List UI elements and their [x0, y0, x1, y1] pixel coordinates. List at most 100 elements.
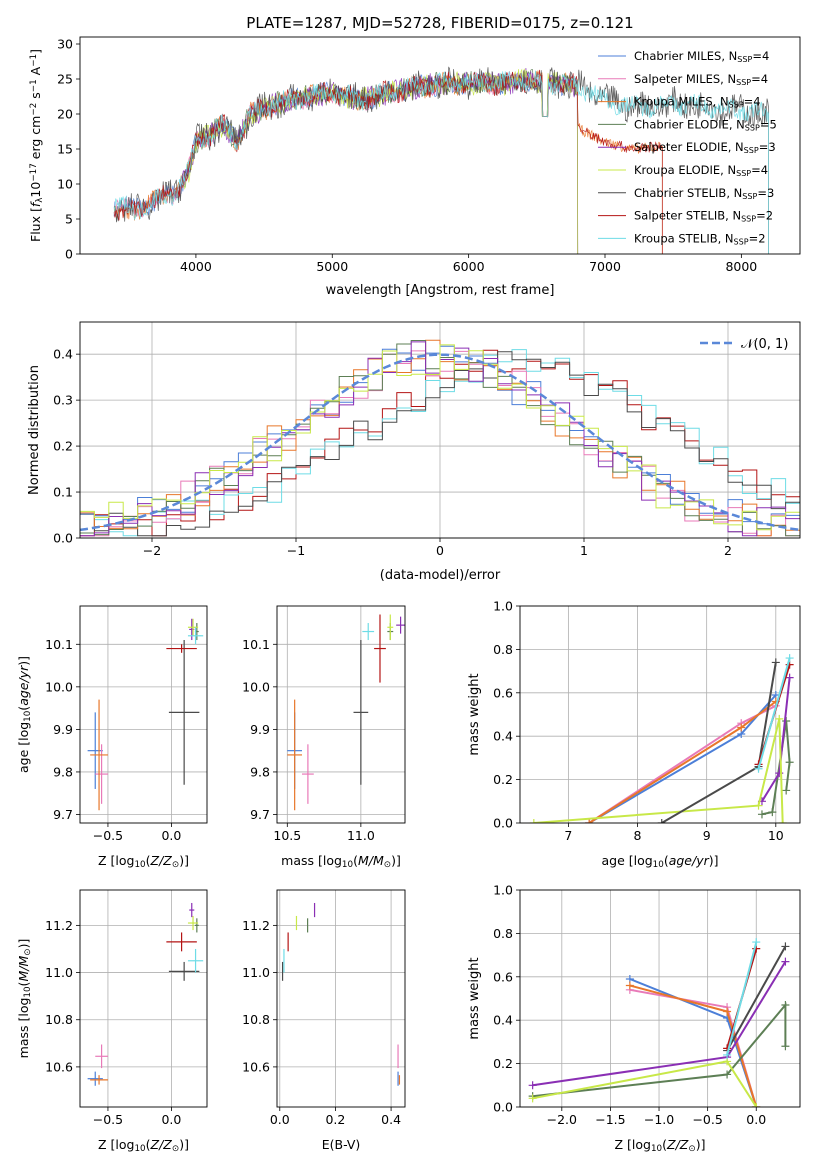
histogram-kroupa-miles	[80, 339, 800, 537]
weight-series-chabrier-miles	[625, 974, 761, 1107]
plot-area	[113, 66, 769, 254]
label-part: (	[353, 853, 358, 868]
tick-label-y: 0.1	[53, 485, 73, 500]
label-part: 10	[134, 860, 145, 870]
label-part: age/yr	[669, 853, 710, 868]
x-axis-label: mass [log10(M/M⊙)]	[281, 853, 401, 870]
tick-label-x: 0.2	[325, 1112, 345, 1127]
tick-label-y: 0.3	[53, 393, 73, 408]
tick-label-x: 10	[768, 828, 784, 843]
y-axis-label: mass [log10(M/M⊙)]	[16, 939, 33, 1059]
errorbar-point-salpeter-elodie	[396, 616, 405, 634]
y-axis-label: mass weight	[467, 673, 482, 755]
legend-label: Salpeter MILES, NSSP=4	[634, 72, 768, 87]
tick-label-y: 9.7	[53, 807, 73, 822]
histogram-salpeter-stelib	[80, 349, 800, 537]
tick-label-y: 0.4	[493, 1013, 513, 1028]
tick-label-x: 0.4	[381, 1112, 401, 1127]
histogram-salpeter-elodie	[80, 341, 800, 537]
weight-marker	[781, 1001, 790, 1010]
tick-label-y: 0.8	[493, 642, 513, 657]
tick-label-x: 7	[564, 828, 572, 843]
label-part: SSP	[734, 237, 749, 246]
tick-label-y: 10	[57, 177, 73, 192]
legend-label: Chabrier ELODIE, NSSP=5	[634, 117, 777, 132]
plot-area	[80, 339, 800, 537]
label-part: ]	[28, 49, 43, 54]
weight-marker	[781, 957, 790, 966]
tick-label-y: 0.4	[493, 729, 513, 744]
tick-label-x: 0.0	[161, 828, 181, 843]
axes-frame	[276, 889, 406, 1108]
label-part: Kroupa ELODIE, N	[634, 163, 736, 177]
weight-marker	[757, 810, 766, 819]
errorbar-point-chabrier-stelib	[168, 961, 200, 981]
axes-frame	[79, 36, 801, 255]
errorbar-point-kroupa-miles	[90, 699, 108, 811]
errorbar-point-kroupa-elodie	[387, 614, 394, 641]
label-part: )]	[16, 939, 31, 949]
x-axis-label: E(B-V)	[322, 1137, 361, 1152]
label-part: (	[664, 853, 669, 868]
label-part: age [log	[16, 722, 31, 773]
label-part: 10	[134, 1144, 145, 1154]
y-axis-label: Normed distribution	[27, 365, 42, 495]
axes-frame	[79, 889, 208, 1108]
label-part: )]	[179, 853, 189, 868]
label-part: Chabrier ELODIE, N	[634, 117, 745, 131]
weight-marker	[754, 801, 763, 810]
label-part: age [log	[601, 853, 652, 868]
label-part: Z/Z	[666, 1137, 689, 1152]
tick-label-x: −1.5	[595, 1112, 625, 1127]
weight-marker	[785, 673, 794, 682]
tick-label-y: 10.6	[242, 1059, 270, 1074]
y-axis-label: Flux [fλ10−17 erg cm−2 s−1 A−1]	[28, 49, 45, 242]
tick-label-y: 5	[65, 212, 73, 227]
label-part: =4	[752, 49, 769, 63]
tick-label-y: 20	[57, 107, 73, 122]
weight-marker	[529, 819, 538, 823]
label-part: −2	[29, 103, 39, 116]
label-part: 10	[342, 860, 353, 870]
legend-label: Kroupa STELIB, NSSP=2	[634, 231, 766, 246]
tick-label-y: 0.2	[53, 439, 73, 454]
label-part: 10	[23, 711, 33, 722]
errorbar-point-chabrier-stelib	[168, 640, 200, 785]
label-part: age/yr	[16, 665, 31, 706]
label-part: (	[16, 982, 31, 987]
label-part: )]	[16, 656, 31, 666]
weight-marker	[771, 658, 780, 667]
weight-marker	[723, 1007, 732, 1016]
errorbar-point-salpeter-miles	[95, 1044, 108, 1069]
tick-label-y: 9.8	[250, 764, 270, 779]
x-axis-label: (data-model)/error	[380, 568, 501, 583]
tick-label-y: 0.0	[53, 531, 73, 546]
label-part: ⊙	[23, 948, 33, 955]
label-part: (	[16, 706, 31, 711]
label-part: s	[28, 92, 43, 103]
label-part: mass [log	[16, 998, 31, 1059]
tick-label-x: 9	[703, 828, 711, 843]
weight-marker	[657, 819, 666, 823]
tick-label-x: 6000	[453, 259, 485, 274]
label-part: =5	[760, 117, 777, 131]
legend-label: Chabrier MILES, NSSP=4	[634, 49, 769, 64]
label-part: Salpeter ELODIE, N	[634, 140, 744, 154]
tick-label-x: 1	[580, 543, 588, 558]
weight-series-kroupa-elodie	[529, 714, 787, 823]
histogram-chabrier-miles	[80, 345, 800, 537]
tick-label-y: 11.2	[242, 918, 270, 933]
plot-area	[287, 614, 405, 811]
panel-mass_vs_Z: −0.5 0.010.610.811.011.2Z [log10(Z/Z⊙)]ma…	[16, 889, 208, 1154]
tick-label-y: 0.2	[493, 772, 513, 787]
weight-line	[726, 941, 758, 1056]
tick-label-y: 10.1	[242, 637, 270, 652]
legend-label: Salpeter STELIB, NSSP=2	[634, 209, 773, 224]
weight-marker	[781, 942, 790, 951]
label-part: =3	[757, 186, 774, 200]
label-part: SSP	[736, 169, 751, 178]
label-part: Z/Z	[150, 1137, 173, 1152]
label-part: λ	[35, 198, 45, 203]
tick-label-x: 8	[634, 828, 642, 843]
